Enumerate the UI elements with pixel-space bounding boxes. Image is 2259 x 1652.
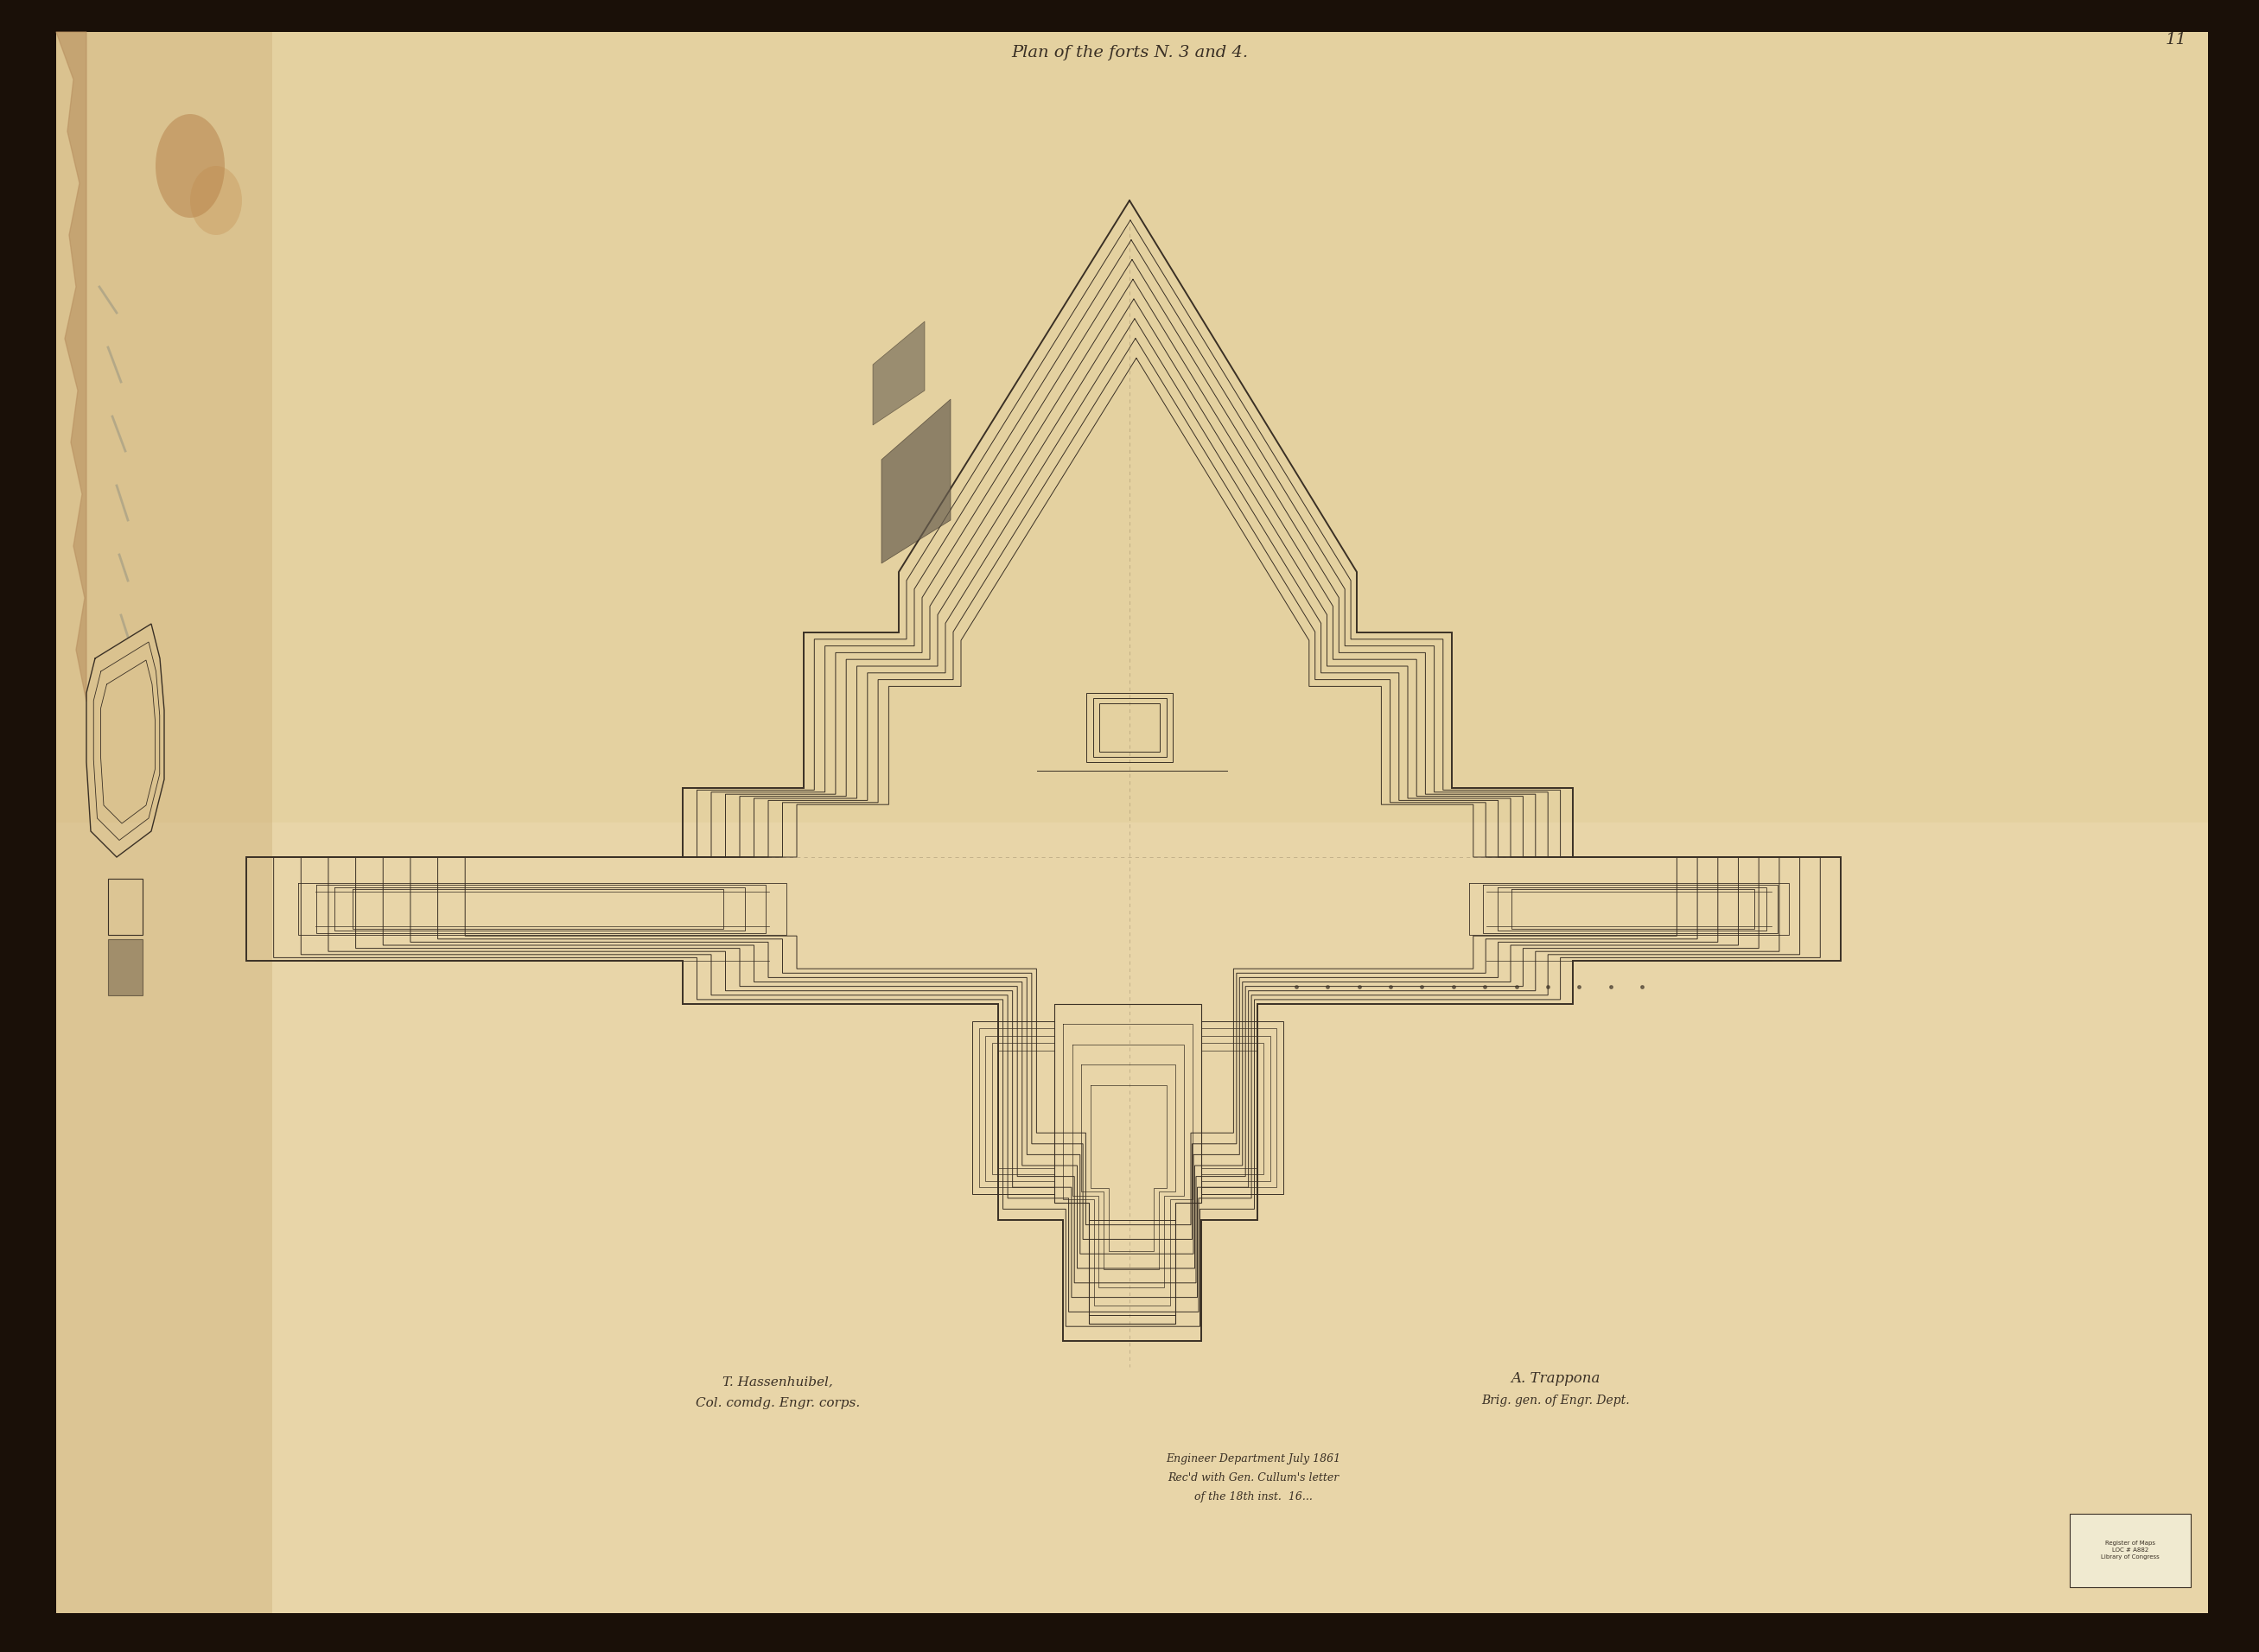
Text: Col. comdg. Engr. corps.: Col. comdg. Engr. corps. xyxy=(696,1398,861,1409)
Text: 11: 11 xyxy=(2164,31,2187,48)
Bar xyxy=(2069,1513,2191,1588)
Text: Plan of the forts N. 3 and 4.: Plan of the forts N. 3 and 4. xyxy=(1012,45,1247,61)
Text: A. Trappona: A. Trappona xyxy=(1511,1371,1599,1386)
Polygon shape xyxy=(881,400,951,563)
Bar xyxy=(1093,699,1166,757)
Text: Rec'd with Gen. Cullum's letter: Rec'd with Gen. Cullum's letter xyxy=(1168,1472,1340,1483)
Ellipse shape xyxy=(156,114,224,218)
Polygon shape xyxy=(56,31,86,702)
Bar xyxy=(56,31,2207,823)
Text: Register of Maps
LOC # A882
Library of Congress: Register of Maps LOC # A882 Library of C… xyxy=(2101,1541,2160,1559)
Bar xyxy=(108,940,142,996)
Text: T. Hassenhuibel,: T. Hassenhuibel, xyxy=(723,1376,834,1388)
Bar xyxy=(1087,692,1172,762)
Ellipse shape xyxy=(190,165,242,235)
Bar xyxy=(108,879,142,935)
Text: Brig. gen. of Engr. Dept.: Brig. gen. of Engr. Dept. xyxy=(1482,1394,1629,1406)
Bar xyxy=(1100,704,1159,752)
Text: of the 18th inst.  16...: of the 18th inst. 16... xyxy=(1195,1492,1312,1503)
Polygon shape xyxy=(872,322,924,425)
Bar xyxy=(56,31,273,1612)
Text: Engineer Department July 1861: Engineer Department July 1861 xyxy=(1166,1454,1340,1465)
